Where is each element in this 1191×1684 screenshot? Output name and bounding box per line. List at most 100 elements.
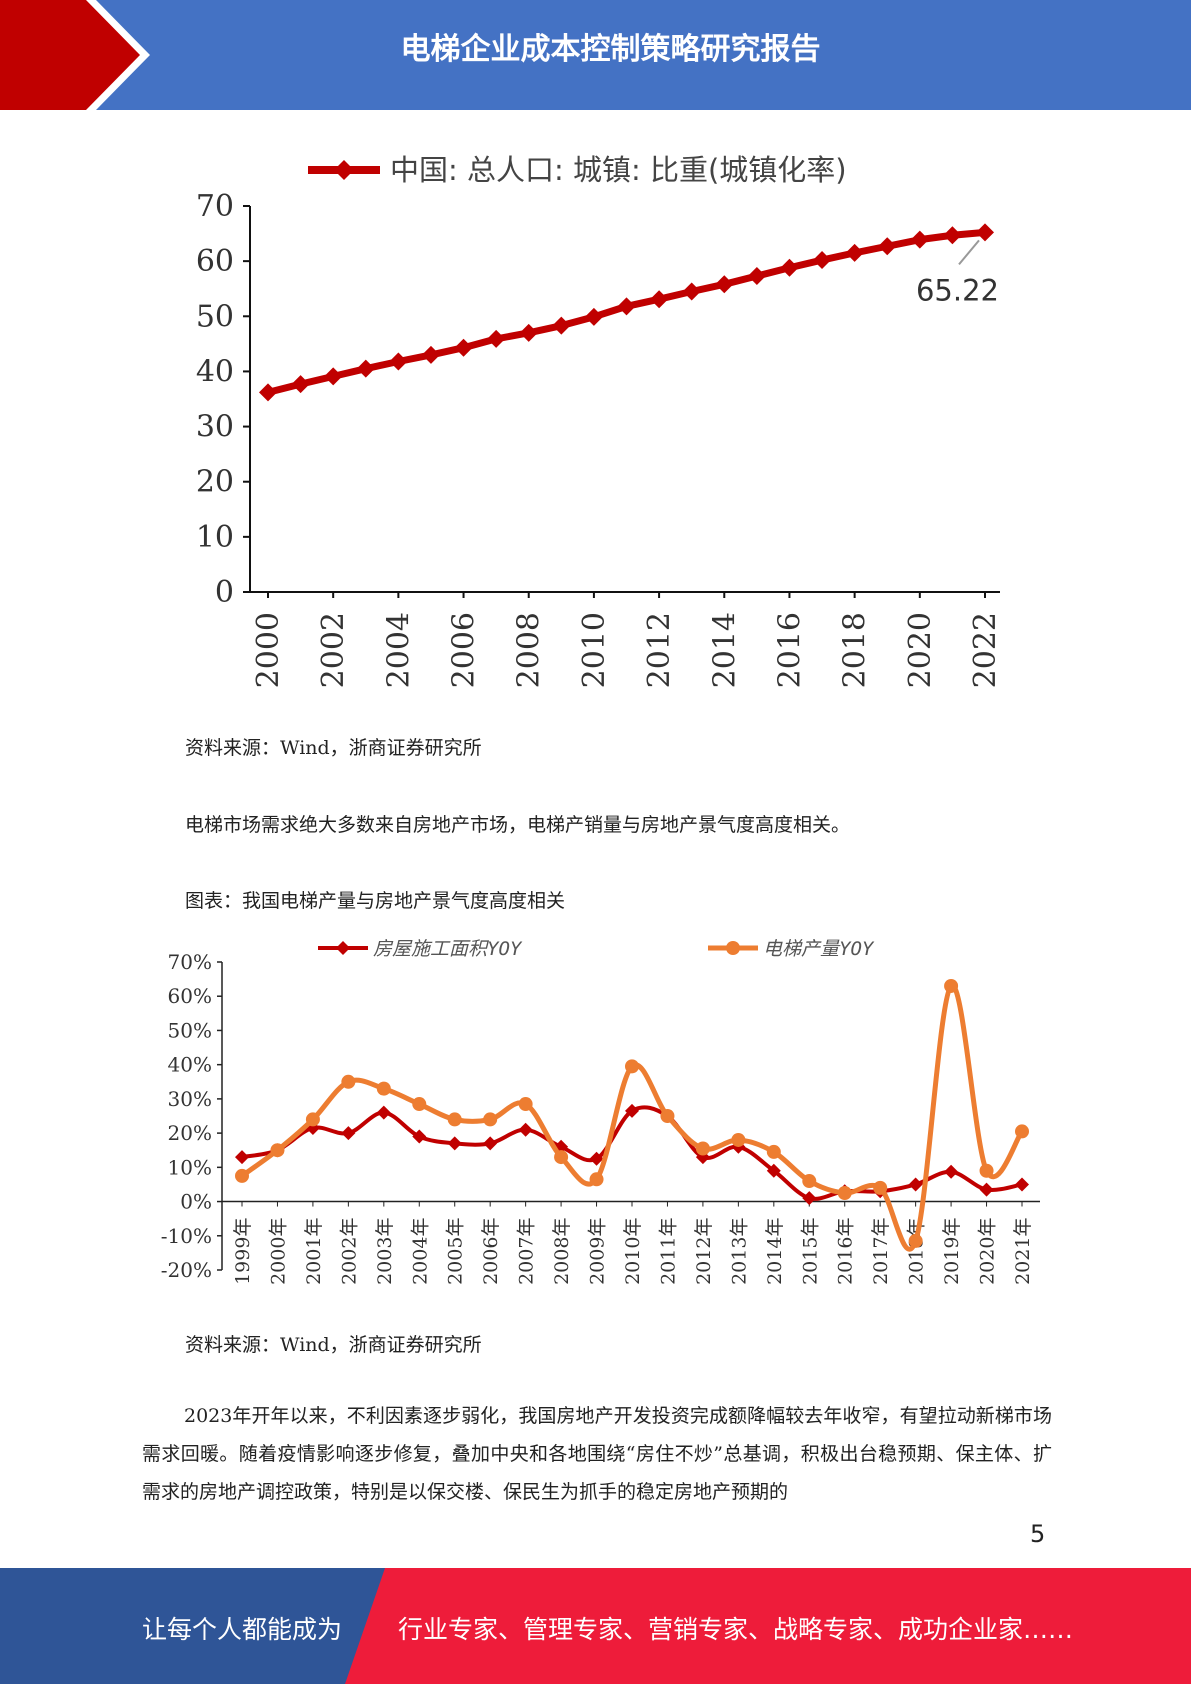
data-point [454, 338, 473, 357]
x-tick-label: 2018 [838, 612, 873, 688]
data-point [813, 251, 832, 270]
data-point [552, 316, 571, 335]
x-tick-label: 2000年 [267, 1218, 289, 1285]
y-tick-label: 10% [168, 1155, 212, 1179]
data-point [483, 1136, 498, 1151]
data-point [910, 230, 929, 249]
data-point [1015, 1177, 1029, 1192]
x-tick-label: 2020年 [977, 1218, 999, 1285]
data-point [837, 1186, 852, 1200]
x-tick-label: 2010年 [622, 1218, 644, 1285]
source-caption-2: 资料来源：Wind，浙商证券研究所 [185, 1334, 482, 1356]
x-tick-label: 2008 [512, 612, 547, 688]
legend-label: 房屋施工面积YOY [373, 938, 523, 960]
data-point [554, 1150, 569, 1165]
data-point [979, 1182, 994, 1197]
data-point [873, 1180, 888, 1195]
data-point [305, 1112, 320, 1127]
y-tick-label: 40 [196, 354, 234, 389]
data-point [845, 243, 864, 262]
data-point [589, 1172, 604, 1187]
y-tick-label: 0 [215, 575, 234, 610]
data-point [235, 1150, 249, 1165]
page-footer [0, 1568, 1191, 1684]
data-point [731, 1132, 746, 1147]
data-point [943, 226, 962, 245]
y-tick-label: 10 [196, 520, 234, 555]
y-tick-label: 60% [168, 984, 212, 1008]
x-tick-label: 2000 [251, 612, 286, 688]
y-tick-label: 70 [196, 189, 234, 224]
x-tick-label: 2002年 [338, 1218, 360, 1285]
annotation-leader [958, 239, 980, 265]
legend-marker [336, 941, 350, 955]
data-point [376, 1081, 391, 1096]
y-tick-label: 40% [168, 1053, 212, 1077]
y-tick-label: 30% [168, 1087, 212, 1111]
x-tick-label: 2021年 [1012, 1218, 1034, 1285]
x-tick-label: 2002 [316, 612, 351, 688]
data-point [518, 1097, 533, 1112]
data-point [944, 978, 959, 993]
data-point [518, 1122, 533, 1137]
x-tick-label: 2016年 [835, 1218, 857, 1285]
x-tick-label: 2007年 [516, 1218, 538, 1285]
data-point [584, 307, 603, 326]
x-tick-label: 2011年 [657, 1218, 679, 1285]
intro-sentence: 电梯市场需求绝大多数来自房地产市场，电梯产销量与房地产景气度高度相关。 [185, 814, 851, 836]
data-point [617, 297, 636, 316]
data-point [341, 1074, 356, 1089]
y-tick-label: 0% [180, 1190, 212, 1214]
data-point [447, 1112, 462, 1127]
x-tick-label: 2005年 [445, 1218, 467, 1285]
source-caption-1: 资料来源：Wind，浙商证券研究所 [185, 737, 482, 759]
data-point [1015, 1124, 1029, 1139]
data-point [235, 1168, 249, 1183]
y-tick-label: -10% [161, 1224, 212, 1248]
data-point [341, 1126, 356, 1141]
x-tick-label: 2006年 [480, 1218, 502, 1285]
x-tick-label: 2016 [772, 612, 807, 688]
data-point [747, 267, 766, 286]
figure-title: 图表：我国电梯产量与房地产景气度高度相关 [185, 890, 566, 912]
x-tick-label: 2004年 [409, 1218, 431, 1285]
data-point [291, 375, 310, 394]
data-point [682, 282, 701, 301]
data-point [650, 290, 669, 309]
y-tick-label: 20% [168, 1121, 212, 1145]
data-point [908, 1177, 923, 1192]
x-tick-label: 2012 [642, 612, 677, 688]
body-paragraph: 2023年开年以来，不利因素逐步弱化，我国房地产开发投资完成额降幅较去年收窄，有… [142, 1405, 1052, 1503]
x-tick-label: 2020 [903, 612, 938, 688]
data-point [389, 352, 408, 371]
header-title: 电梯企业成本控制策略研究报告 [400, 32, 821, 67]
y-tick-label: -20% [161, 1258, 212, 1282]
x-tick-label: 2004 [381, 612, 416, 688]
y-tick-label: 20 [196, 465, 234, 500]
data-point [695, 1141, 710, 1156]
x-tick-label: 2003年 [374, 1218, 396, 1285]
data-point [979, 1163, 994, 1178]
y-tick-label: 60 [196, 244, 234, 279]
y-tick-label: 70% [168, 950, 212, 974]
data-point [412, 1097, 427, 1112]
data-point [802, 1191, 817, 1206]
data-point [324, 367, 343, 386]
data-point [695, 1150, 710, 1165]
data-point [878, 237, 897, 256]
x-tick-label: 2009年 [587, 1218, 609, 1285]
legend-marker [726, 941, 740, 955]
data-point [766, 1144, 781, 1159]
data-point [766, 1163, 781, 1178]
y-tick-label: 50% [168, 1018, 212, 1042]
footer-slogan-right: 行业专家、管理专家、营销专家、战略专家、成功企业家…… [398, 1615, 1074, 1644]
legend-label: 中国: 总人口: 城镇: 比重(城镇化率) [390, 153, 847, 187]
data-point [780, 258, 799, 277]
x-tick-label: 2017年 [870, 1218, 892, 1285]
y-tick-label: 30 [196, 410, 234, 445]
x-tick-label: 2010 [577, 612, 612, 688]
x-tick-label: 2006 [447, 612, 482, 688]
data-point [976, 223, 994, 242]
x-tick-label: 1999年 [232, 1218, 254, 1285]
data-point [259, 383, 277, 402]
